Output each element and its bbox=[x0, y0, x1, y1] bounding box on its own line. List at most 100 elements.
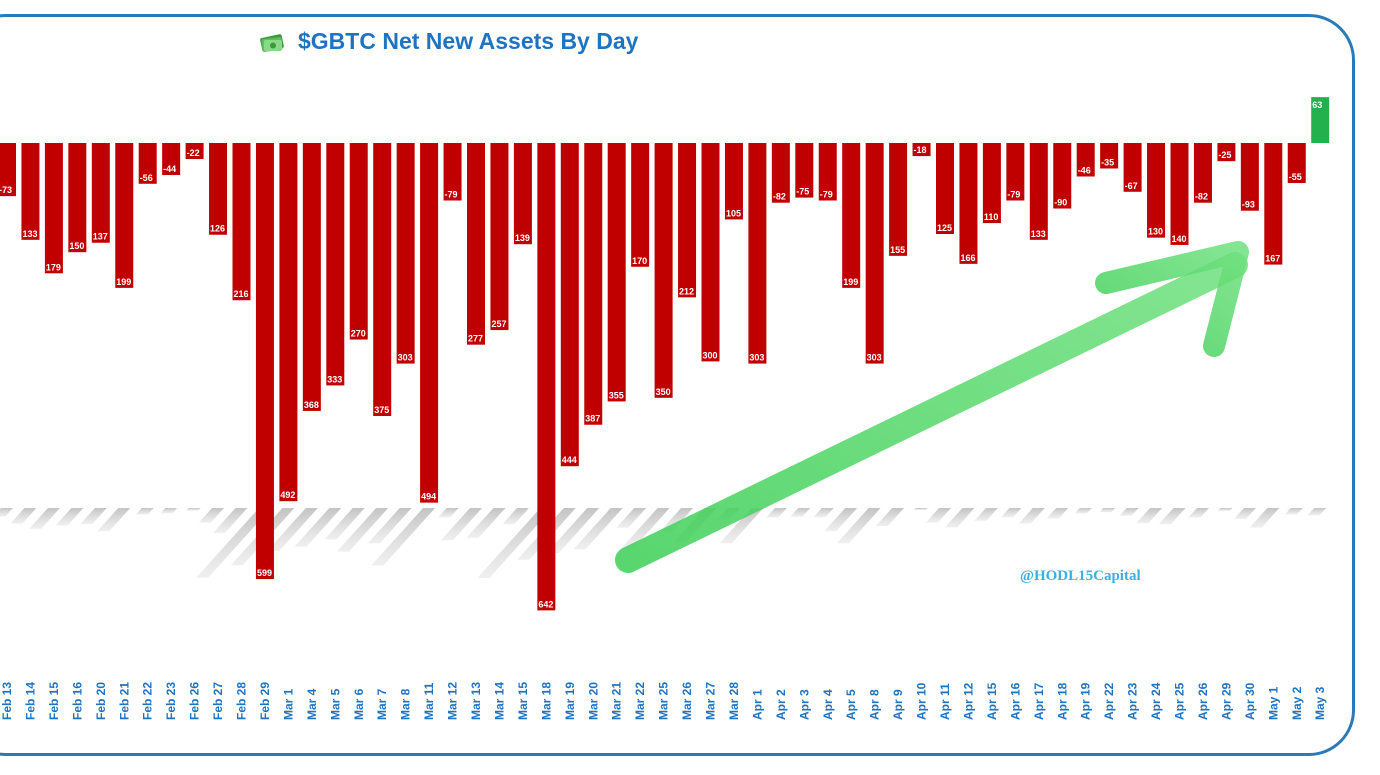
data-label: -79 bbox=[820, 190, 833, 200]
category-label: Mar 6 bbox=[352, 688, 366, 720]
bar-shadow bbox=[371, 508, 436, 566]
bar bbox=[0, 143, 16, 197]
bar-shadow bbox=[97, 508, 131, 532]
data-label: 270 bbox=[351, 329, 366, 339]
data-label: 303 bbox=[398, 353, 413, 363]
bar-shadow bbox=[616, 508, 647, 528]
bar bbox=[513, 143, 532, 245]
data-label: 333 bbox=[327, 374, 342, 384]
category-label: Mar 18 bbox=[539, 682, 553, 720]
data-label: 170 bbox=[632, 256, 647, 266]
category-label: Feb 14 bbox=[23, 682, 37, 720]
bar-shadow bbox=[466, 508, 506, 538]
bar bbox=[162, 143, 181, 176]
bar bbox=[255, 143, 274, 580]
bar bbox=[584, 143, 603, 425]
bar bbox=[560, 143, 579, 467]
bar bbox=[21, 143, 40, 240]
bar-shadow bbox=[836, 508, 881, 544]
data-label: -22 bbox=[187, 148, 200, 158]
category-axis: Feb 13 Feb 14 Feb 15 Feb 16 Feb 20 Feb 21 Feb … bbox=[0, 682, 1327, 720]
bar bbox=[865, 143, 884, 364]
category-label: Mar 22 bbox=[633, 682, 647, 720]
data-label: -44 bbox=[163, 164, 176, 174]
data-label: 444 bbox=[562, 455, 577, 465]
bar-shadow bbox=[945, 508, 975, 528]
data-label: 137 bbox=[93, 232, 108, 242]
bar bbox=[91, 143, 110, 243]
category-label: Mar 25 bbox=[657, 682, 671, 720]
bar bbox=[420, 143, 439, 503]
category-label: Mar 13 bbox=[469, 682, 483, 720]
bar-shadow bbox=[438, 508, 459, 518]
reflection-shadows bbox=[0, 508, 1327, 578]
bar-shadow bbox=[766, 508, 787, 518]
category-label: Feb 13 bbox=[0, 682, 14, 720]
data-label: -82 bbox=[1195, 192, 1208, 202]
bar bbox=[795, 143, 814, 198]
bar-shadow bbox=[186, 508, 201, 511]
category-label: Feb 29 bbox=[258, 682, 272, 720]
bar bbox=[138, 143, 157, 184]
bar bbox=[1123, 143, 1142, 192]
bar-shadow bbox=[813, 508, 834, 518]
bar-shadow bbox=[620, 508, 670, 549]
category-label: Apr 8 bbox=[868, 689, 882, 720]
bar-shadow bbox=[1074, 508, 1092, 514]
bar bbox=[771, 143, 790, 203]
category-label: Mar 8 bbox=[399, 688, 413, 720]
bar-shadow bbox=[1188, 508, 1209, 518]
bar bbox=[1217, 143, 1236, 162]
category-label: Mar 21 bbox=[610, 682, 624, 720]
bar bbox=[279, 143, 298, 502]
bar bbox=[982, 143, 1001, 224]
category-label: Mar 1 bbox=[281, 688, 295, 720]
data-label: -35 bbox=[1101, 157, 1114, 167]
bar-shadow bbox=[875, 508, 905, 527]
data-label: 126 bbox=[210, 224, 225, 234]
bar bbox=[232, 143, 251, 301]
trend-arrow bbox=[615, 241, 1249, 573]
bar bbox=[467, 143, 485, 345]
bar-shadow bbox=[502, 508, 529, 525]
data-label: 150 bbox=[69, 241, 84, 251]
data-label: 110 bbox=[984, 212, 999, 222]
bar bbox=[842, 143, 861, 288]
bar-shadow bbox=[160, 508, 178, 514]
bar bbox=[631, 143, 650, 267]
bar bbox=[1193, 143, 1212, 203]
category-label: Feb 23 bbox=[164, 682, 178, 720]
bar-shadow bbox=[267, 508, 318, 551]
category-label: Apr 1 bbox=[750, 689, 764, 720]
data-labels-group: -73 133 179 150 137 199 -56 -44 -22 126 216 599 492 3… bbox=[0, 100, 1322, 609]
data-label: 277 bbox=[468, 334, 483, 344]
data-label: 494 bbox=[421, 492, 436, 502]
category-label: Mar 27 bbox=[704, 682, 718, 720]
category-label: Apr 22 bbox=[1102, 682, 1116, 720]
data-label: -90 bbox=[1054, 198, 1067, 208]
category-label: Apr 4 bbox=[821, 689, 835, 720]
watermark: @HODL15Capital bbox=[1020, 568, 1141, 584]
data-label: 355 bbox=[609, 390, 624, 400]
data-label: 140 bbox=[1172, 234, 1187, 244]
bar-shadow bbox=[913, 508, 928, 511]
bar bbox=[654, 143, 673, 398]
category-label: May 2 bbox=[1290, 686, 1304, 720]
category-label: Mar 11 bbox=[422, 682, 436, 720]
category-label: Mar 20 bbox=[586, 682, 600, 720]
category-label: Mar 12 bbox=[446, 682, 460, 720]
data-label: 199 bbox=[843, 277, 858, 287]
category-label: Feb 27 bbox=[211, 682, 225, 720]
data-label: 166 bbox=[960, 253, 975, 263]
bar bbox=[1170, 143, 1189, 245]
category-label: Apr 10 bbox=[915, 682, 929, 720]
bar bbox=[959, 143, 978, 264]
bar-shadow bbox=[1217, 508, 1233, 511]
data-label: -56 bbox=[140, 173, 153, 183]
category-label: Mar 19 bbox=[563, 682, 577, 720]
category-label: Apr 25 bbox=[1173, 682, 1187, 720]
bar-shadow bbox=[974, 508, 998, 521]
bar bbox=[678, 143, 697, 298]
bar-shadow bbox=[367, 508, 412, 544]
category-label: Feb 26 bbox=[188, 682, 202, 720]
